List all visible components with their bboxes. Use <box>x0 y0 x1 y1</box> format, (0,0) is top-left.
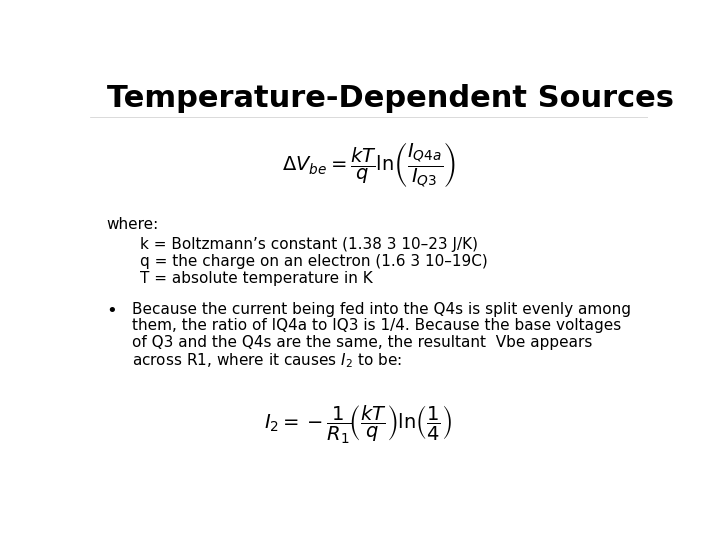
Text: them, the ratio of IQ4a to IQ3 is 1/4. Because the base voltages: them, the ratio of IQ4a to IQ3 is 1/4. B… <box>132 319 621 333</box>
Text: T = absolute temperature in K: T = absolute temperature in K <box>140 271 373 286</box>
Text: q = the charge on an electron (1.6 3 10–19C): q = the charge on an electron (1.6 3 10–… <box>140 254 488 269</box>
Text: across R1, where it causes $I_2$ to be:: across R1, where it causes $I_2$ to be: <box>132 352 402 370</box>
Text: k = Boltzmann’s constant (1.38 3 10–23 J/K): k = Boltzmann’s constant (1.38 3 10–23 J… <box>140 238 478 252</box>
Text: of Q3 and the Q4s are the same, the resultant  Vbe appears: of Q3 and the Q4s are the same, the resu… <box>132 335 593 350</box>
Text: Temperature-Dependent Sources: Temperature-Dependent Sources <box>107 84 674 112</box>
Text: •: • <box>107 302 117 320</box>
Text: $I_2 = -\dfrac{1}{R_1}\!\left(\dfrac{kT}{q}\right)\ln\!\left(\dfrac{1}{4}\right): $I_2 = -\dfrac{1}{R_1}\!\left(\dfrac{kT}… <box>264 403 452 446</box>
Text: Because the current being fed into the Q4s is split evenly among: Because the current being fed into the Q… <box>132 302 631 317</box>
Text: where:: where: <box>107 217 159 232</box>
Text: $\Delta V_{be} = \dfrac{kT}{q} \ln\!\left(\dfrac{I_{Q4a}}{I_{Q3}}\right)$: $\Delta V_{be} = \dfrac{kT}{q} \ln\!\lef… <box>282 140 456 189</box>
